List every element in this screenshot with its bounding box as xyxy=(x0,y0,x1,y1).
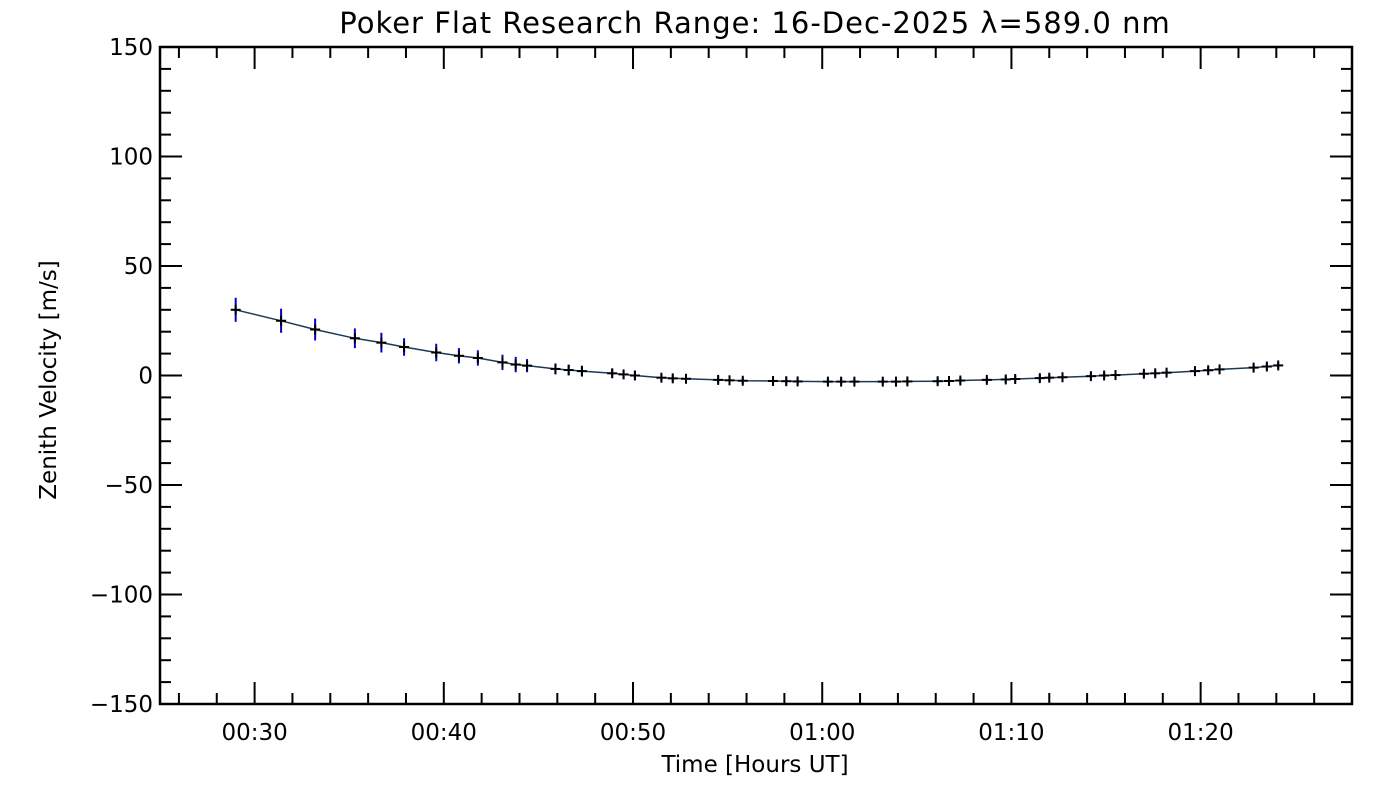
x-tick-label: 01:20 xyxy=(1167,720,1233,746)
x-tick-label: 00:50 xyxy=(600,720,666,746)
chart-title: Poker Flat Research Range: 16-Dec-2025 λ… xyxy=(339,6,1170,40)
y-tick-label: 50 xyxy=(124,254,153,280)
y-tick-label: −150 xyxy=(90,692,153,718)
plot-frame xyxy=(158,45,1354,706)
axes: 150 100 50 0 −50 −100 −150 00:30 00:40 00:50 01:00… xyxy=(90,35,1353,746)
x-tick-label: 00:30 xyxy=(221,720,287,746)
y-tick-label: −100 xyxy=(90,583,153,609)
series-layer xyxy=(230,297,1284,387)
y-tick-label: 100 xyxy=(109,145,153,171)
y-axis-label: Zenith Velocity [m/s] xyxy=(36,260,62,499)
x-tick-label: 00:40 xyxy=(411,720,477,746)
y-tick-label: 0 xyxy=(138,364,153,390)
x-axis-label: Time [Hours UT] xyxy=(660,752,848,778)
y-tick-label: 150 xyxy=(109,35,153,61)
y-tick-label: −50 xyxy=(104,473,153,499)
x-tick-label: 01:00 xyxy=(789,720,855,746)
fit-line xyxy=(235,309,1279,383)
x-tick-label: 01:10 xyxy=(978,720,1044,746)
